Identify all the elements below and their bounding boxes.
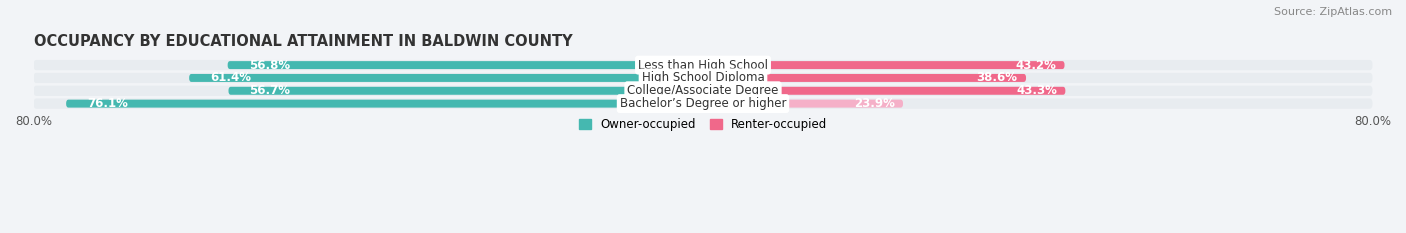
FancyBboxPatch shape bbox=[34, 86, 1372, 96]
Text: College/Associate Degree: College/Associate Degree bbox=[627, 84, 779, 97]
FancyBboxPatch shape bbox=[66, 100, 703, 108]
Text: 38.6%: 38.6% bbox=[977, 72, 1018, 84]
Text: 43.3%: 43.3% bbox=[1017, 84, 1057, 97]
Text: 61.4%: 61.4% bbox=[209, 72, 252, 84]
Text: 56.8%: 56.8% bbox=[249, 58, 290, 72]
Text: High School Diploma: High School Diploma bbox=[641, 72, 765, 84]
Text: 23.9%: 23.9% bbox=[853, 97, 894, 110]
FancyBboxPatch shape bbox=[703, 87, 1066, 95]
Text: 43.2%: 43.2% bbox=[1015, 58, 1056, 72]
Text: 76.1%: 76.1% bbox=[87, 97, 128, 110]
FancyBboxPatch shape bbox=[703, 100, 903, 108]
FancyBboxPatch shape bbox=[703, 74, 1026, 82]
FancyBboxPatch shape bbox=[34, 99, 1372, 109]
Text: OCCUPANCY BY EDUCATIONAL ATTAINMENT IN BALDWIN COUNTY: OCCUPANCY BY EDUCATIONAL ATTAINMENT IN B… bbox=[34, 34, 572, 49]
FancyBboxPatch shape bbox=[34, 73, 1372, 83]
FancyBboxPatch shape bbox=[34, 60, 1372, 70]
FancyBboxPatch shape bbox=[229, 87, 703, 95]
Text: 56.7%: 56.7% bbox=[249, 84, 291, 97]
FancyBboxPatch shape bbox=[190, 74, 703, 82]
FancyBboxPatch shape bbox=[228, 61, 703, 69]
Text: Bachelor’s Degree or higher: Bachelor’s Degree or higher bbox=[620, 97, 786, 110]
Text: Source: ZipAtlas.com: Source: ZipAtlas.com bbox=[1274, 7, 1392, 17]
Legend: Owner-occupied, Renter-occupied: Owner-occupied, Renter-occupied bbox=[575, 115, 831, 135]
FancyBboxPatch shape bbox=[703, 61, 1064, 69]
Text: Less than High School: Less than High School bbox=[638, 58, 768, 72]
